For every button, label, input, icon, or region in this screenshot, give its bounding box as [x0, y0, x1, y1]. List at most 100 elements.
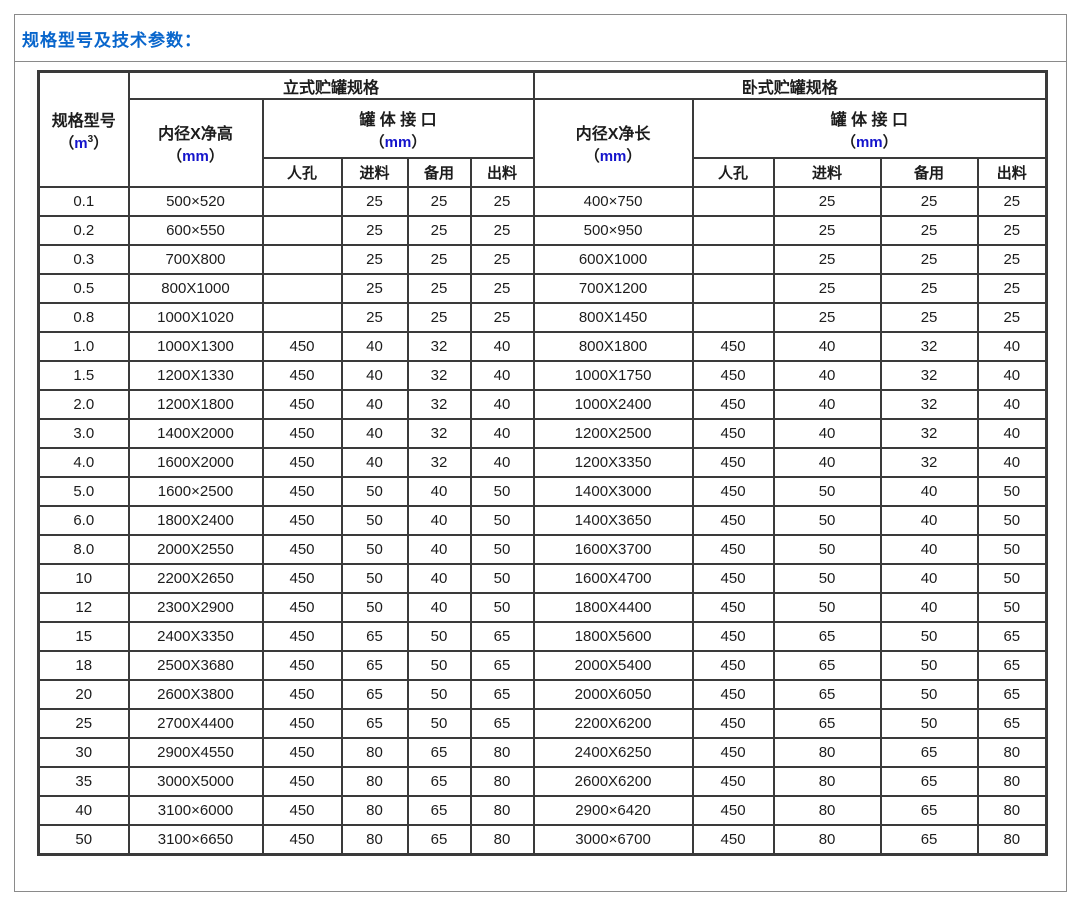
- cell-vertical-size: 3100×6650: [127, 824, 264, 856]
- cell-vertical-outlet: 80: [469, 824, 535, 856]
- header-row-groups: 规格型号 （m3） 立式贮罐规格 卧式贮罐规格: [37, 70, 1048, 188]
- cell-vertical-manhole: 450: [261, 650, 343, 681]
- cell-model: 0.3: [37, 244, 130, 275]
- cell-vertical-manhole: 450: [261, 563, 343, 594]
- cell-vertical-inlet: 80: [340, 795, 409, 826]
- cell-horizontal-outlet: 50: [976, 592, 1048, 623]
- table-row: 10 2200X2650 450 50 40 50 1600X4700 450 50 40 50: [37, 563, 1048, 594]
- cell-horizontal-spare: 25: [879, 244, 979, 275]
- table-row: 0.5 800X1000 25 25 25 700X1200 25 25 25: [37, 273, 1048, 304]
- cell-horizontal-outlet: 40: [976, 389, 1048, 420]
- cell-vertical-spare: 32: [406, 447, 472, 478]
- cell-model: 40: [37, 795, 130, 826]
- cell-horizontal-manhole: 450: [691, 505, 775, 536]
- cell-vertical-spare: 32: [406, 360, 472, 391]
- cell-horizontal-spare: 40: [879, 592, 979, 623]
- cell-vertical-inlet: 40: [340, 418, 409, 449]
- cell-vertical-inlet: 25: [340, 244, 409, 275]
- cell-horizontal-inlet: 40: [772, 360, 882, 391]
- cell-vertical-outlet: 50: [469, 505, 535, 536]
- cell-horizontal-inlet: 25: [772, 186, 882, 217]
- table-row: 40 3100×6000 450 80 65 80 2900×6420 450 80 65 80: [37, 795, 1048, 826]
- cell-horizontal-outlet: 65: [976, 679, 1048, 710]
- cell-vertical-spare: 40: [406, 563, 472, 594]
- cell-vertical-manhole: 450: [261, 795, 343, 826]
- table-row: 6.0 1800X2400 450 50 40 50 1400X3650 450 50 40 50: [37, 505, 1048, 536]
- table-row: 50 3100×6650 450 80 65 80 3000×6700 450 80 65 80: [37, 824, 1048, 856]
- cell-vertical-inlet: 80: [340, 737, 409, 768]
- cell-vertical-size: 800X1000: [127, 273, 264, 304]
- cell-vertical-spare: 50: [406, 679, 472, 710]
- cell-vertical-outlet: 50: [469, 476, 535, 507]
- cell-horizontal-inlet: 80: [772, 766, 882, 797]
- cell-horizontal-spare: 65: [879, 737, 979, 768]
- cell-horizontal-size: 1600X4700: [532, 563, 694, 594]
- cell-horizontal-size: 2600X6200: [532, 766, 694, 797]
- cell-horizontal-manhole: 450: [691, 621, 775, 652]
- cell-vertical-inlet: 50: [340, 476, 409, 507]
- cell-model: 30: [37, 737, 130, 768]
- col-header-horizontal-outlet: 出料: [976, 157, 1048, 188]
- cell-vertical-manhole: 450: [261, 708, 343, 739]
- cell-horizontal-size: 2000X6050: [532, 679, 694, 710]
- cell-vertical-inlet: 25: [340, 302, 409, 333]
- cell-horizontal-size: 3000×6700: [532, 824, 694, 856]
- cell-horizontal-outlet: 65: [976, 621, 1048, 652]
- cell-horizontal-outlet: 25: [976, 186, 1048, 217]
- cell-vertical-spare: 32: [406, 389, 472, 420]
- cell-vertical-inlet: 80: [340, 824, 409, 856]
- table-row: 1.0 1000X1300 450 40 32 40 800X1800 450 40 32 40: [37, 331, 1048, 362]
- cell-vertical-manhole: 450: [261, 679, 343, 710]
- cell-vertical-spare: 65: [406, 766, 472, 797]
- cell-horizontal-size: 600X1000: [532, 244, 694, 275]
- cell-vertical-spare: 25: [406, 244, 472, 275]
- cell-vertical-spare: 65: [406, 795, 472, 826]
- cell-horizontal-manhole: 450: [691, 331, 775, 362]
- model-header-label: 规格型号: [51, 112, 116, 130]
- cell-horizontal-spare: 50: [879, 621, 979, 652]
- cell-horizontal-spare: 32: [879, 360, 979, 391]
- group-header-horizontal-tank: 卧式贮罐规格: [532, 70, 1048, 100]
- col-header-vertical-manhole: 人孔: [261, 157, 343, 188]
- cell-horizontal-outlet: 50: [976, 476, 1048, 507]
- cell-horizontal-manhole: 450: [691, 824, 775, 856]
- table-row: 5.0 1600×2500 450 50 40 50 1400X3000 450 50 40 50: [37, 476, 1048, 507]
- table-area: 规格型号 （m3） 立式贮罐规格 卧式贮罐规格 内径X净高 （mm） 罐 体 接…: [15, 62, 1066, 856]
- cell-vertical-spare: 25: [406, 215, 472, 246]
- cell-horizontal-outlet: 25: [976, 273, 1048, 304]
- table-row: 25 2700X4400 450 65 50 65 2200X6200 450 65 50 65: [37, 708, 1048, 739]
- cell-horizontal-spare: 25: [879, 302, 979, 333]
- cell-horizontal-manhole: 450: [691, 389, 775, 420]
- cell-vertical-spare: 50: [406, 650, 472, 681]
- cell-horizontal-size: 700X1200: [532, 273, 694, 304]
- cell-vertical-outlet: 40: [469, 331, 535, 362]
- cell-model: 0.1: [37, 186, 130, 217]
- cell-horizontal-manhole: 450: [691, 563, 775, 594]
- cell-vertical-size: 2700X4400: [127, 708, 264, 739]
- cell-vertical-manhole: 450: [261, 418, 343, 449]
- cell-vertical-manhole: 450: [261, 824, 343, 856]
- cell-horizontal-manhole: 450: [691, 795, 775, 826]
- cell-vertical-size: 1000X1020: [127, 302, 264, 333]
- cell-horizontal-size: 2200X6200: [532, 708, 694, 739]
- cell-vertical-outlet: 40: [469, 418, 535, 449]
- cell-horizontal-inlet: 25: [772, 302, 882, 333]
- cell-horizontal-manhole: 450: [691, 679, 775, 710]
- cell-vertical-spare: 65: [406, 824, 472, 856]
- cell-vertical-outlet: 25: [469, 302, 535, 333]
- cell-horizontal-size: 2000X5400: [532, 650, 694, 681]
- cell-vertical-inlet: 25: [340, 215, 409, 246]
- table-row: 0.3 700X800 25 25 25 600X1000 25 25 25: [37, 244, 1048, 275]
- cell-horizontal-manhole: [691, 215, 775, 246]
- title-bar: 规格型号及技术参数：: [15, 15, 1066, 62]
- table-row: 30 2900X4550 450 80 65 80 2400X6250 450 80 65 80: [37, 737, 1048, 768]
- col-header-horizontal-inlet: 进料: [772, 157, 882, 188]
- cell-horizontal-inlet: 80: [772, 737, 882, 768]
- cell-vertical-inlet: 50: [340, 563, 409, 594]
- cell-horizontal-spare: 65: [879, 824, 979, 856]
- cell-model: 4.0: [37, 447, 130, 478]
- cell-horizontal-inlet: 80: [772, 795, 882, 826]
- cell-vertical-manhole: 450: [261, 766, 343, 797]
- cell-vertical-manhole: 450: [261, 476, 343, 507]
- cell-vertical-outlet: 65: [469, 621, 535, 652]
